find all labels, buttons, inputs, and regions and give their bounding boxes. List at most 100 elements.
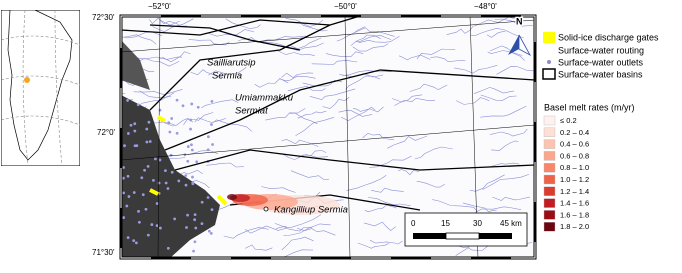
graticule: [121, 124, 535, 161]
map-frame: [119, 14, 537, 260]
outlet: [137, 209, 140, 213]
river: [482, 174, 530, 190]
river: [455, 245, 489, 256]
river: [281, 153, 329, 160]
place-marker: [263, 206, 269, 212]
outlet: [143, 168, 146, 172]
river: [496, 65, 535, 75]
river: [201, 99, 239, 109]
outlet: [140, 176, 144, 180]
coast-ice: [121, 95, 220, 258]
outlet: [146, 233, 150, 237]
river: [398, 169, 420, 176]
outlet: [170, 170, 174, 174]
legend-label: Solid-ice discharge gates: [558, 32, 659, 42]
river: [194, 117, 226, 123]
melt-swatch: [543, 127, 556, 138]
lat-label: 72°0': [97, 128, 116, 137]
scale-label: 15: [441, 219, 450, 228]
river: [121, 34, 157, 45]
river: [160, 117, 194, 127]
outlet: [164, 169, 167, 173]
river: [489, 45, 523, 56]
outlet: [200, 222, 204, 226]
river: [254, 78, 289, 88]
river: [289, 112, 318, 125]
river: [213, 119, 252, 132]
coast-ice: [121, 40, 150, 90]
river: [295, 117, 335, 136]
outlet: [196, 105, 200, 109]
river: [190, 69, 222, 78]
outlet: [152, 178, 155, 182]
river: [369, 155, 412, 168]
outlet: [190, 143, 193, 147]
outlet: [123, 144, 126, 148]
place-name: Sailliarutsip: [207, 58, 256, 69]
main-map: [121, 16, 535, 258]
melt-label: 0.6 – 0.8: [560, 151, 589, 160]
discharge-gate: [149, 188, 159, 196]
greenland-outline: [7, 10, 73, 161]
river: [492, 196, 530, 201]
melt-label: ≤ 0.2: [560, 116, 577, 125]
river: [279, 75, 316, 82]
river: [462, 202, 497, 213]
river: [325, 51, 364, 57]
outlet: [210, 100, 214, 103]
river: [454, 65, 498, 74]
outlet: [129, 123, 133, 127]
outlet: [153, 157, 157, 161]
discharge-gate: [157, 115, 166, 123]
basin-boundary: [149, 24, 331, 111]
melt-swatch: [543, 186, 556, 197]
river: [480, 94, 517, 101]
river: [414, 146, 453, 160]
outlet: [126, 132, 130, 135]
outlet: [206, 196, 210, 199]
outlet: [148, 140, 152, 143]
graticule: [344, 16, 351, 258]
river: [245, 225, 288, 234]
outlet: [133, 129, 137, 133]
river: [287, 85, 326, 92]
outlet: [155, 224, 159, 228]
outlet: [146, 164, 150, 168]
river: [409, 83, 448, 92]
outlet: [122, 191, 126, 195]
outlet: [147, 120, 151, 124]
outlet: [158, 158, 162, 162]
melt-swatch: [543, 221, 556, 232]
outlet: [133, 122, 137, 126]
outlet: [200, 200, 204, 204]
river: [283, 223, 331, 236]
melt-swatch: [543, 151, 556, 161]
river: [494, 18, 533, 27]
outlet: [181, 104, 185, 108]
outlet: [132, 191, 136, 194]
river: [208, 67, 247, 76]
lat-label: 71°30': [92, 248, 115, 257]
melt-label: 0.8 – 1.0: [560, 163, 589, 172]
river: [149, 17, 180, 26]
outlet: [145, 127, 149, 131]
outlet: [191, 175, 194, 179]
lon-label: −48°0': [474, 2, 497, 11]
outlet: [169, 153, 173, 157]
outlet: [144, 207, 148, 211]
river: [432, 199, 478, 212]
river: [152, 18, 194, 33]
river: [225, 18, 261, 29]
river: [297, 110, 327, 119]
outlet: [173, 217, 177, 221]
outlet: [206, 135, 210, 139]
melt-patch: [227, 194, 237, 200]
river: [470, 27, 506, 36]
outlet: [126, 99, 129, 102]
outlet: [193, 213, 197, 217]
river: [187, 150, 219, 155]
river: [338, 109, 373, 117]
outlet: [164, 181, 168, 185]
outlet: [195, 160, 199, 164]
legend-title: Basel melt rates (m/yr): [544, 102, 635, 112]
